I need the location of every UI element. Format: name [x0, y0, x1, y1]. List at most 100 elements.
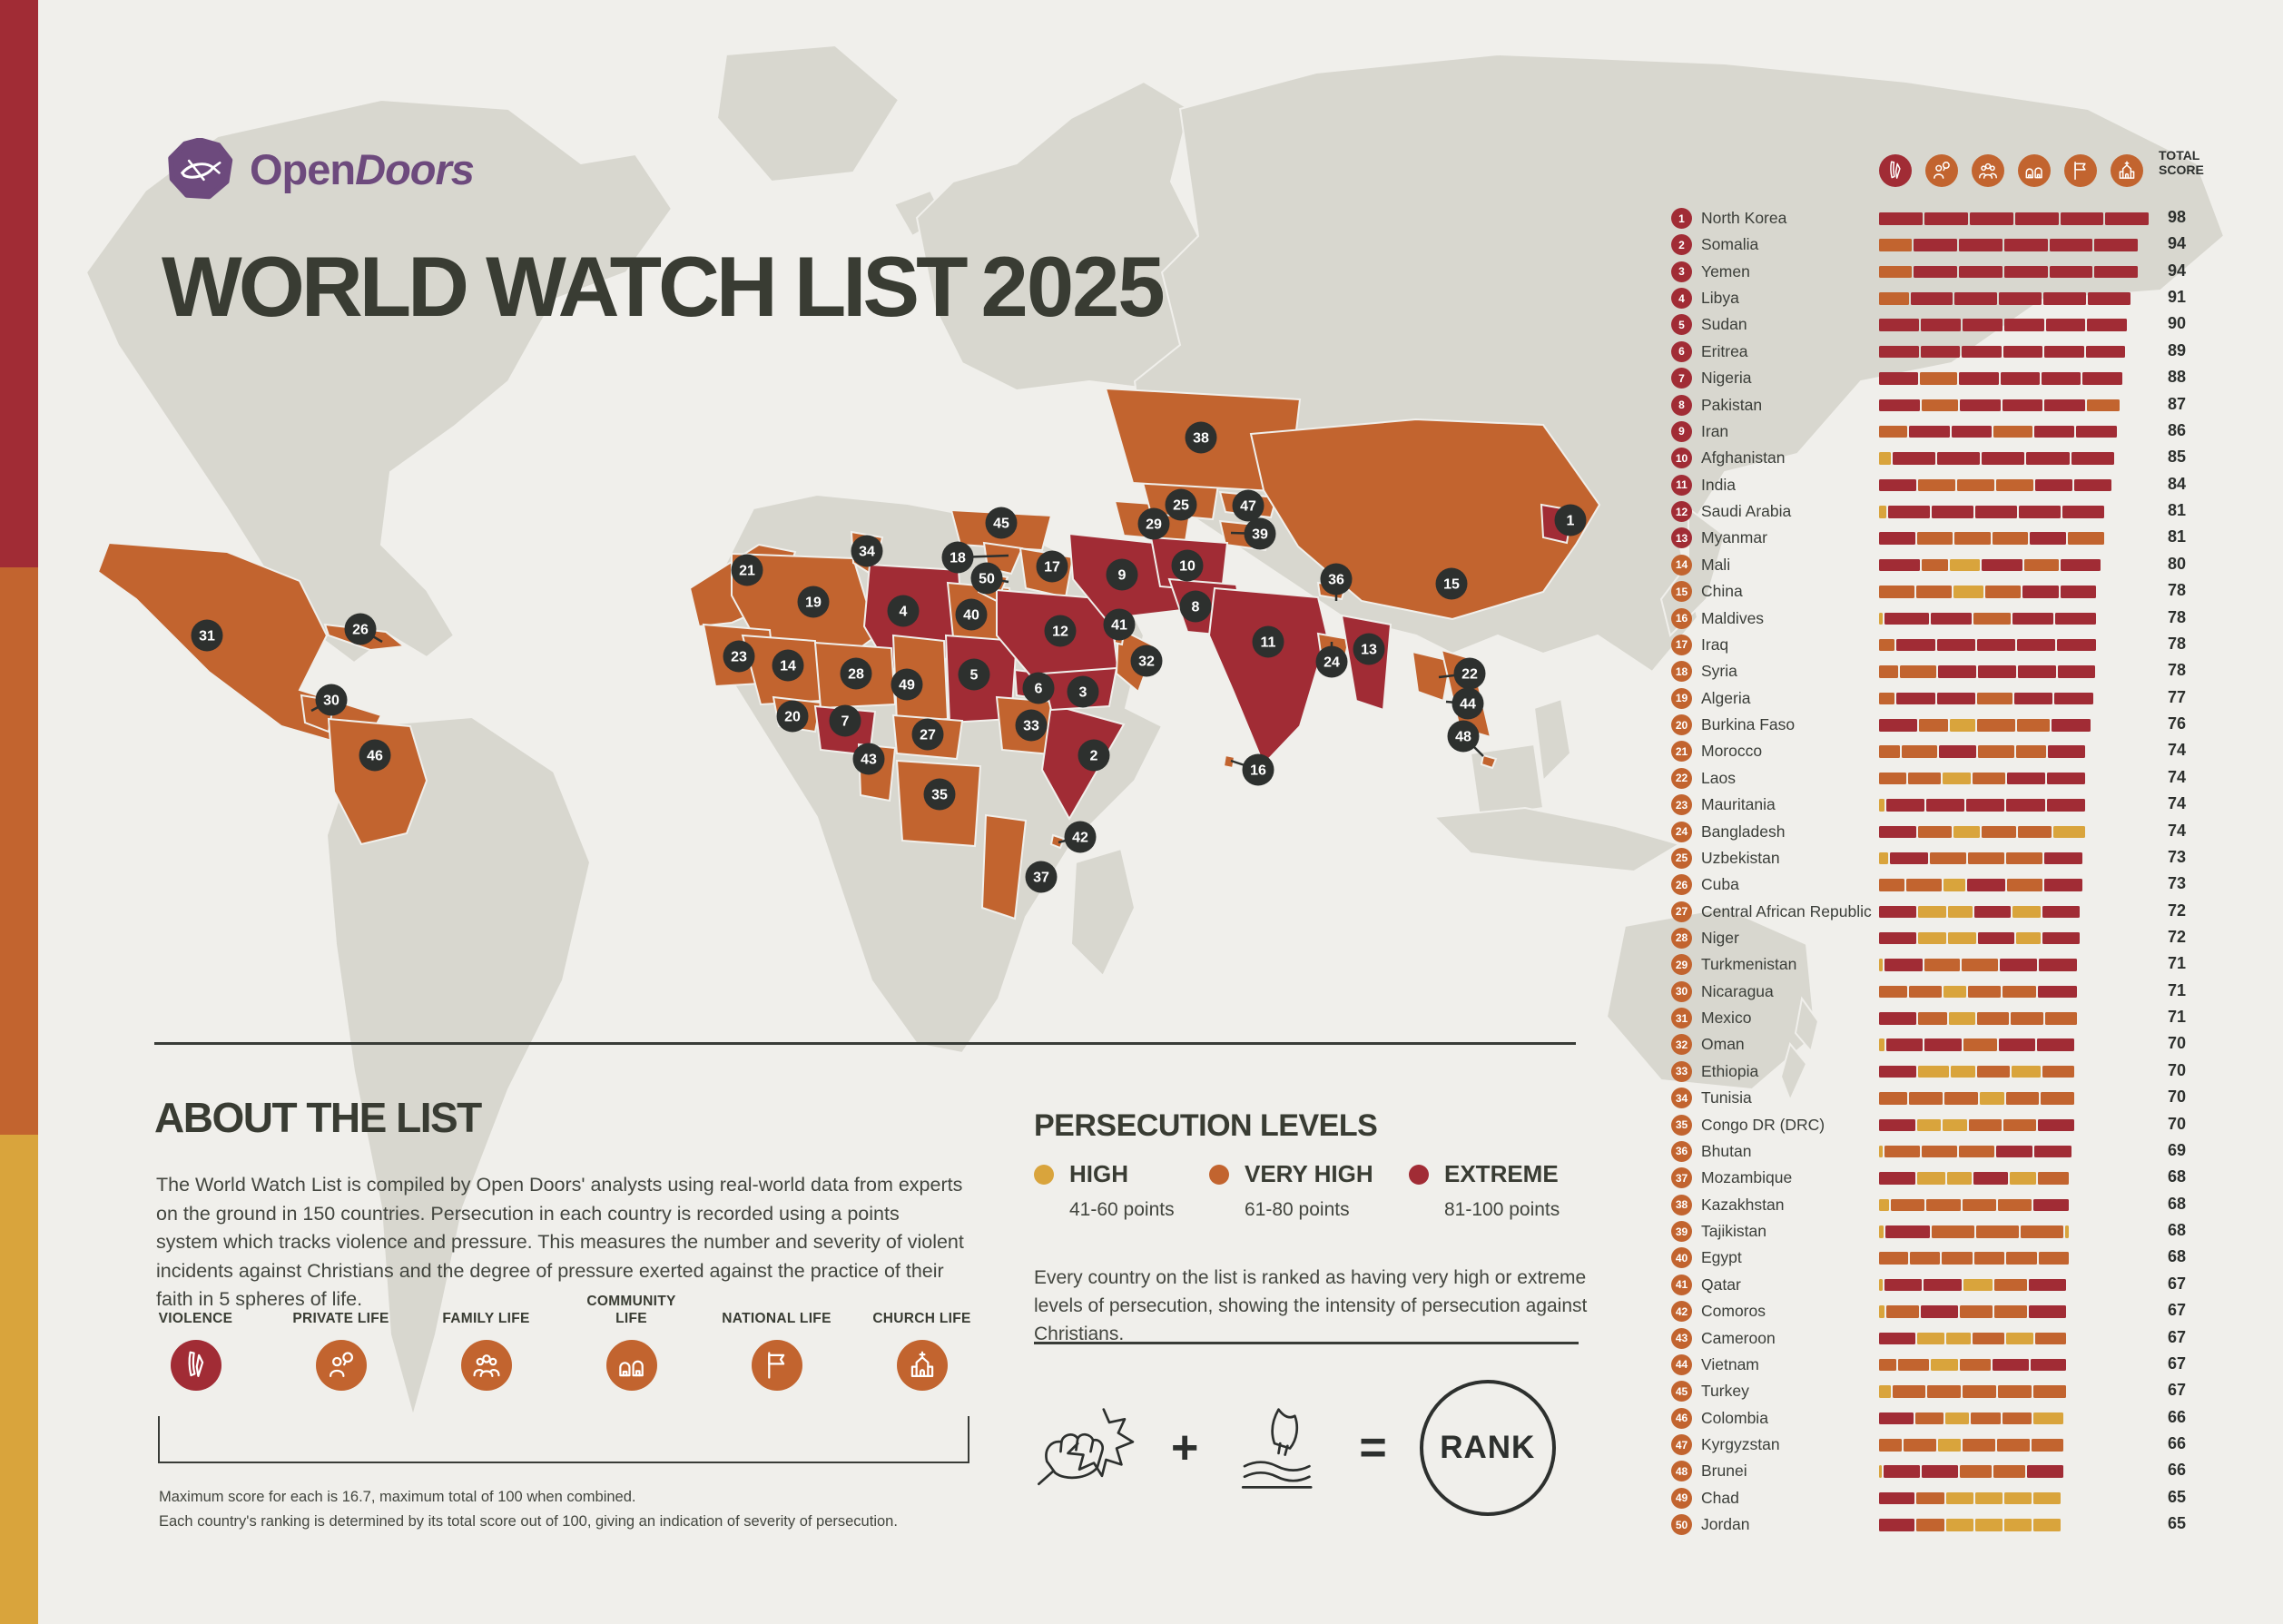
marker-number: 32: [1138, 655, 1155, 670]
rank-badge: 2: [1671, 234, 1692, 256]
country-name: India: [1701, 475, 1736, 494]
country-shape-laos: [1411, 650, 1452, 703]
country-name: Cuba: [1701, 875, 1739, 894]
score-bar: [1879, 665, 2096, 678]
score-segment: [1953, 825, 1981, 838]
country-shape-maldives: [1222, 753, 1236, 770]
score-segment: [1879, 399, 1920, 412]
score-segment: [1975, 1225, 2019, 1238]
rank-badge: 49: [1671, 1487, 1692, 1509]
score-segment: [2023, 558, 2059, 572]
score-segment: [1962, 345, 2002, 359]
total-score-value: 78: [2168, 607, 2187, 626]
score-segment: [1907, 772, 1941, 785]
total-score-value: 94: [2168, 234, 2187, 253]
pressure-hand-icon: [1242, 1407, 1313, 1489]
map-marker-14: 14: [772, 649, 804, 682]
open-doors-logo: OpenDoors: [166, 138, 475, 200]
score-segment: [2054, 692, 2093, 705]
score-segment: [1950, 719, 1975, 732]
map-marker-25: 25: [1165, 488, 1197, 521]
score-segment: [2006, 851, 2042, 865]
score-segment: [1879, 772, 1906, 785]
total-score-value: 67: [2168, 1301, 2187, 1320]
score-segment: [2011, 1065, 2041, 1078]
marker-circle: [923, 778, 956, 811]
marker-circle: [772, 649, 804, 682]
national-life-icon: [767, 1352, 784, 1379]
score-segment: [1879, 1038, 1884, 1051]
score-bar: [1879, 931, 2080, 945]
map-marker-45: 45: [985, 507, 1018, 539]
marker-circle: [1067, 675, 1099, 708]
score-segment: [2003, 319, 2044, 331]
rank-badge: 46: [1671, 1407, 1692, 1429]
country-row-27: 27 Central African Republic 72: [1661, 900, 2260, 923]
score-segment: [1917, 931, 1946, 945]
country-row-3: 3 Yemen 94: [1661, 260, 2260, 283]
score-segment: [1993, 1465, 2026, 1478]
score-segment: [1902, 745, 1938, 758]
score-segment: [1908, 985, 1943, 999]
score-segment: [2038, 1118, 2075, 1132]
score-segment: [1879, 1198, 1890, 1212]
score-segment: [1973, 1252, 2005, 1265]
country-shape-mozambique: [980, 813, 1028, 920]
score-segment: [1918, 478, 1955, 492]
caption-line-2: Each country's ranking is determined by …: [159, 1513, 898, 1530]
score-segment: [1884, 1145, 1920, 1158]
list-header-violence-icon: [1879, 154, 1912, 187]
score-segment: [1982, 825, 2016, 838]
score-segment: [1973, 612, 2011, 625]
legend-points: 41-60 points: [1069, 1199, 1175, 1220]
marker-number: 45: [993, 517, 1009, 532]
score-segment: [2032, 1385, 2067, 1398]
score-segment: [2015, 745, 2046, 758]
total-score-value: 68: [2168, 1221, 2187, 1240]
rank-badge: 14: [1671, 554, 1692, 576]
score-segment: [1997, 1198, 2032, 1212]
total-score-value: 74: [2168, 767, 2187, 786]
marker-circle: [1242, 753, 1274, 786]
score-segment: [1879, 506, 1886, 518]
score-segment: [1879, 265, 1912, 279]
total-score-value: 76: [2168, 714, 2187, 733]
sphere-icon-circle: [460, 1340, 512, 1391]
title-year: 2025: [980, 239, 1166, 334]
marker-number: 2: [1090, 749, 1098, 764]
legend-name: EXTREME: [1444, 1160, 1559, 1187]
score-segment: [1879, 1145, 1883, 1158]
score-segment: [2042, 931, 2080, 945]
score-segment: [1931, 1225, 1974, 1238]
score-segment: [2049, 265, 2093, 279]
list-header-family-life-icon: [1972, 154, 2004, 187]
score-segment: [2039, 959, 2077, 971]
score-segment: [2074, 478, 2111, 492]
marker-circle: [1137, 507, 1170, 540]
marker-number: 8: [1192, 600, 1200, 615]
score-segment: [1954, 532, 1991, 545]
total-score-value: 70: [2168, 1034, 2187, 1053]
country-row-18: 18 Syria 78: [1661, 659, 2260, 683]
country-row-6: 6 Eritrea 89: [1661, 340, 2260, 363]
map-marker-24: 24: [1315, 642, 1348, 678]
map-marker-41: 41: [1103, 608, 1136, 641]
map-marker-35: 35: [923, 778, 956, 811]
score-segment: [2030, 532, 2066, 545]
total-score-value: 94: [2168, 261, 2187, 280]
score-segment: [2085, 345, 2125, 359]
score-segment: [1963, 1385, 1996, 1398]
score-segment: [2006, 879, 2043, 891]
marker-circle: [1064, 821, 1097, 853]
score-segment: [1959, 399, 2001, 412]
community-life-icon: [2025, 167, 2042, 179]
marker-circle: [1244, 517, 1276, 550]
score-segment: [2018, 506, 2061, 518]
country-row-40: 40 Egypt 68: [1661, 1245, 2260, 1269]
score-bar: [1879, 799, 2085, 812]
score-bar: [1879, 1252, 2070, 1265]
score-segment: [1879, 825, 1917, 838]
score-segment: [1953, 586, 1984, 598]
marker-circle: [315, 684, 348, 716]
score-segment: [1884, 612, 1930, 625]
